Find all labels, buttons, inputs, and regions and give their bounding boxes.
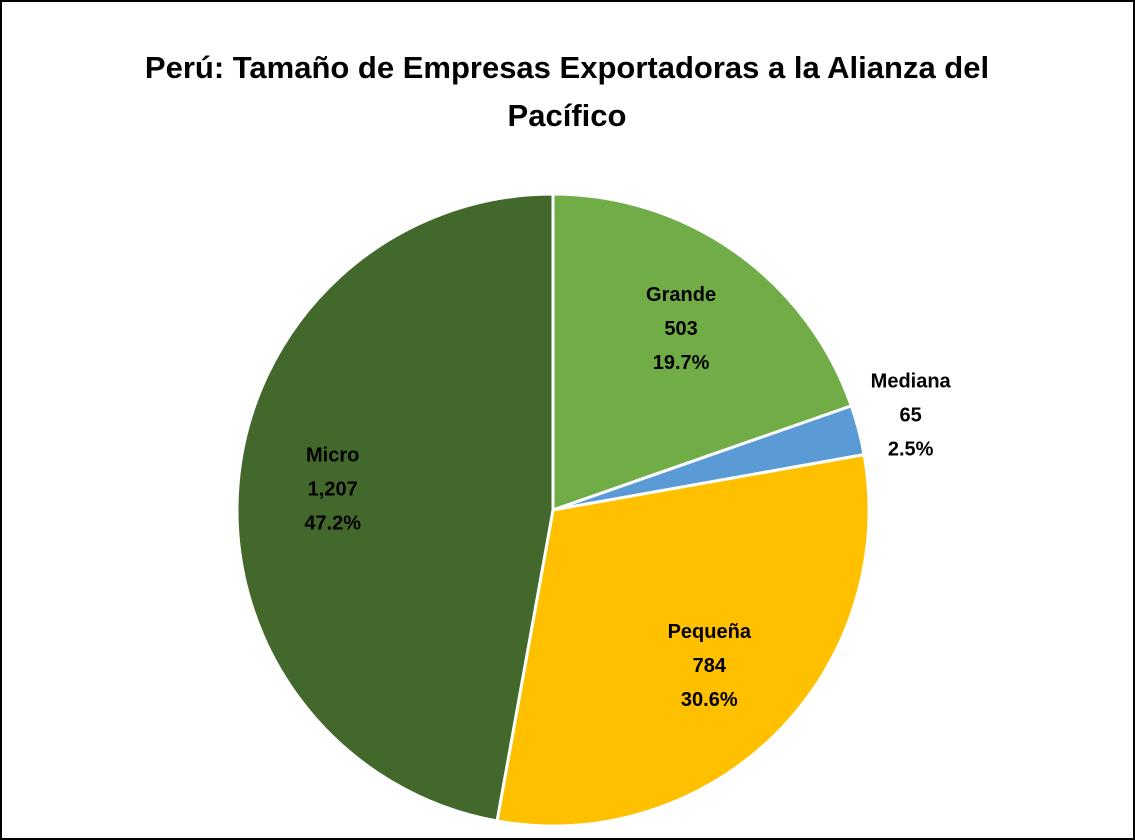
slice-value-label: 1,207 (308, 479, 358, 501)
slice-category-label: Grande (646, 284, 716, 306)
slice-category-label: Micro (306, 445, 359, 467)
slice-category-label: Mediana (871, 371, 952, 393)
slice-percent-label: 47.2% (304, 513, 361, 535)
pie-slice (495, 452, 871, 828)
slice-value-label: 784 (693, 655, 727, 677)
pie-slice (235, 192, 555, 823)
chart-title: Perú: Tamaño de Empresas Exportadoras a … (144, 50, 990, 133)
slice-value-label: 65 (900, 405, 922, 427)
slice-value-label: 503 (664, 318, 697, 340)
slice-category-label: Pequeña (668, 621, 752, 643)
slice-percent-label: 2.5% (888, 439, 934, 461)
slice-percent-label: 19.7% (653, 352, 710, 374)
slice-percent-label: 30.6% (681, 689, 738, 711)
